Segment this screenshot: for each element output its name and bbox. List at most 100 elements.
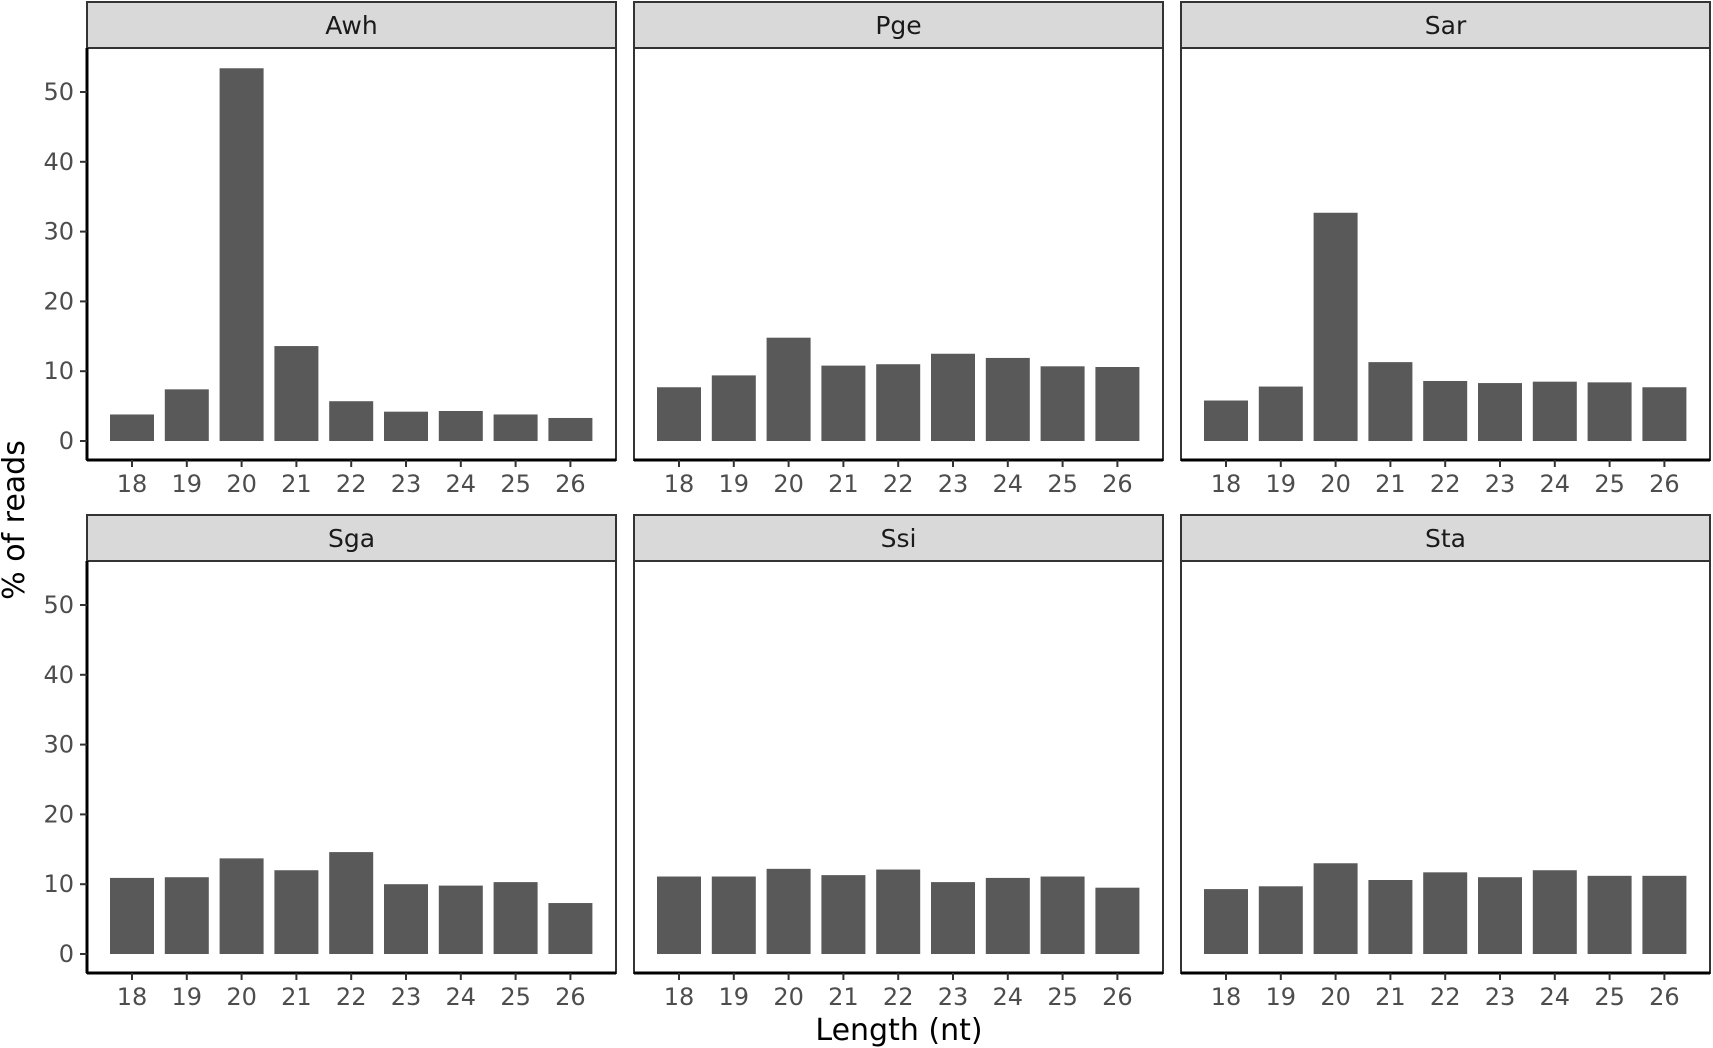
facet-strip-label: Pge (875, 11, 921, 40)
bar-18 (110, 414, 154, 441)
bar-20 (1313, 863, 1358, 954)
x-tick-label: 18 (664, 983, 695, 1011)
x-tick-label: 23 (938, 470, 969, 498)
x-tick-label: 20 (773, 983, 804, 1011)
facet-panel-ssi: Ssi 18 19 20 21 22 23 24 25 26 (633, 514, 1164, 1011)
bar-26 (548, 417, 593, 441)
facet-strip-label: Sga (328, 524, 375, 553)
y-tick-label: 30 (43, 218, 74, 246)
facet-strip-label: Awh (325, 11, 377, 40)
bar-23 (384, 411, 428, 441)
facet-panel-sar: Sar 18 19 20 21 22 23 24 25 26 (1180, 1, 1711, 498)
x-tick-label: 19 (719, 470, 750, 498)
x-tick-label: 20 (226, 470, 257, 498)
x-tick-label: 24 (993, 470, 1024, 498)
x-tick-label: 22 (336, 983, 367, 1011)
y-tick-label: 20 (43, 287, 74, 315)
facet-strip (1180, 514, 1711, 562)
bar-18 (1204, 889, 1248, 954)
x-tick-label: 18 (1211, 983, 1242, 1011)
bar-20 (766, 868, 811, 954)
bar-25 (1040, 876, 1085, 954)
y-tick-label: 10 (43, 870, 74, 898)
facet-strip (1180, 1, 1711, 49)
x-tick-label: 19 (1266, 470, 1297, 498)
bar-23 (931, 353, 975, 441)
x-tick-label: 18 (117, 470, 148, 498)
x-tick-label: 24 (446, 470, 477, 498)
bar-26 (1642, 387, 1687, 441)
x-tick-label: 26 (555, 983, 586, 1011)
bar-25 (493, 882, 538, 954)
facet-strip (86, 514, 617, 562)
x-tick-label: 20 (773, 470, 804, 498)
bar-18 (657, 876, 701, 954)
y-tick-label: 30 (43, 731, 74, 759)
y-tick-label: 0 (59, 427, 74, 455)
bar-20 (1313, 212, 1358, 441)
bar-26 (1095, 367, 1140, 441)
y-tick-label: 40 (43, 148, 74, 176)
x-tick-label: 22 (883, 983, 914, 1011)
facet-strip-label: Sta (1425, 524, 1466, 553)
bar-22 (1423, 380, 1468, 441)
x-tick-label: 25 (1594, 983, 1625, 1011)
y-tick-label: 20 (43, 800, 74, 828)
x-tick-label: 21 (1375, 983, 1406, 1011)
y-tick-label: 50 (43, 591, 74, 619)
bar-24 (1532, 381, 1577, 441)
bar-21 (1368, 362, 1413, 441)
x-axis-title: Length (nt) (815, 1013, 982, 1048)
x-tick-label: 25 (500, 470, 531, 498)
bar-19 (711, 876, 756, 954)
facet-strip (633, 514, 1164, 562)
bar-23 (1478, 383, 1522, 441)
x-tick-label: 22 (883, 470, 914, 498)
x-tick-label: 24 (446, 983, 477, 1011)
x-tick-label: 23 (391, 983, 422, 1011)
x-tick-label: 19 (719, 983, 750, 1011)
bar-18 (110, 877, 154, 954)
facet-strip-label: Ssi (881, 524, 917, 553)
facet-panel-awh: Awh 18 19 20 21 22 23 24 25 26 0 10 20 30 40 50 (43, 1, 617, 498)
bar-23 (1478, 877, 1522, 954)
x-tick-label: 23 (1485, 983, 1516, 1011)
x-tick-label: 20 (1320, 470, 1351, 498)
bar-26 (548, 903, 593, 954)
bar-22 (876, 869, 921, 954)
bar-22 (1423, 872, 1468, 954)
bar-24 (1532, 870, 1577, 954)
facet-panel-sta: Sta 18 19 20 21 22 23 24 25 26 (1180, 514, 1711, 1011)
bar-19 (164, 877, 209, 954)
x-tick-label: 26 (1649, 983, 1680, 1011)
x-tick-label: 22 (336, 470, 367, 498)
x-tick-label: 22 (1430, 470, 1461, 498)
bar-21 (274, 870, 319, 954)
x-tick-label: 21 (828, 470, 859, 498)
bar-21 (274, 346, 319, 441)
x-tick-label: 25 (1047, 470, 1078, 498)
facet-strip (633, 1, 1164, 49)
bar-24 (985, 357, 1030, 441)
y-tick-label: 40 (43, 661, 74, 689)
x-tick-label: 19 (1266, 983, 1297, 1011)
x-tick-label: 25 (500, 983, 531, 1011)
x-tick-label: 26 (1102, 983, 1133, 1011)
x-tick-label: 26 (1649, 470, 1680, 498)
bar-25 (1040, 366, 1085, 441)
bar-22 (876, 364, 921, 441)
bar-20 (219, 68, 264, 441)
bar-25 (1587, 875, 1632, 954)
y-tick-label: 10 (43, 357, 74, 385)
bar-19 (164, 389, 209, 441)
bar-18 (657, 387, 701, 441)
bar-20 (766, 337, 811, 441)
bar-18 (1204, 400, 1248, 441)
x-tick-label: 19 (172, 983, 203, 1011)
bar-26 (1642, 875, 1687, 954)
x-tick-label: 19 (172, 470, 203, 498)
x-tick-label: 20 (226, 983, 257, 1011)
bar-19 (1258, 886, 1303, 954)
bar-23 (384, 884, 428, 954)
